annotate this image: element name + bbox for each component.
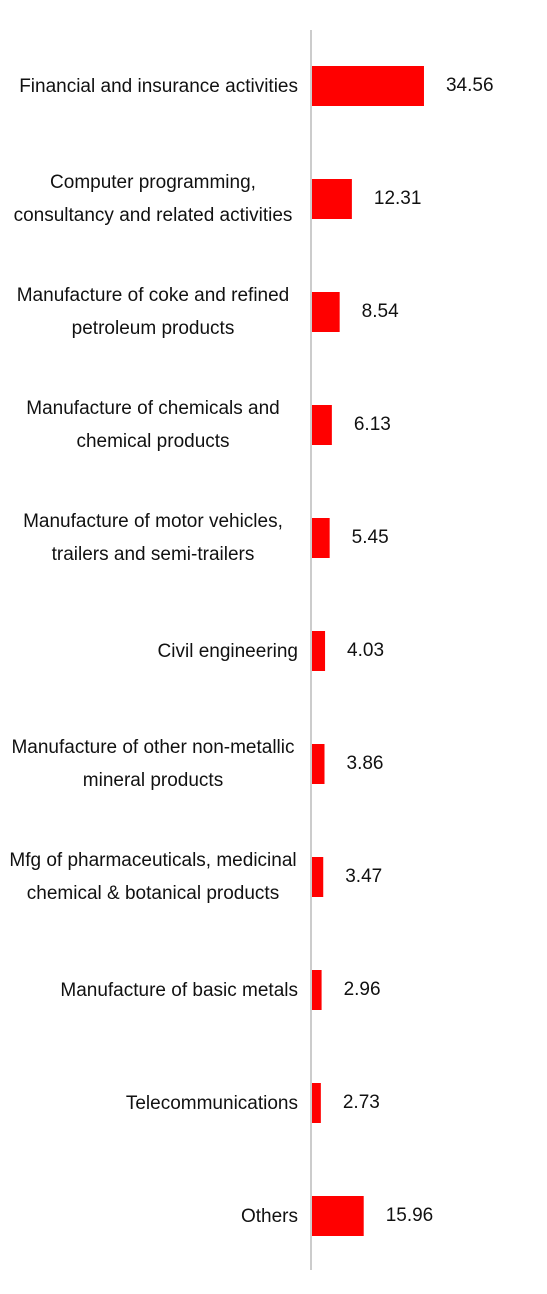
value-label: 4.03 [347,640,384,661]
value-label: 34.56 [446,75,494,96]
category-label: Telecommunications [125,1092,298,1114]
category-label: Manufacture of coke and refined petroleu… [16,285,290,339]
category-label-box: Manufacture of basic metals [8,934,298,1047]
bar [312,1196,364,1236]
value-label: 2.73 [343,1092,380,1113]
category-label: Manufacture of other non-metallic minera… [11,737,295,791]
bar [312,970,322,1010]
value-label: 8.54 [362,301,399,322]
category-label: Manufacture of motor vehicles, trailers … [23,511,283,565]
category-label: Civil engineering [157,640,298,662]
bar [312,857,324,897]
bar [312,292,340,332]
category-label-box: Others [8,1160,298,1273]
category-label-box: Telecommunications [8,1047,298,1160]
bar [312,744,325,784]
category-label: Computer programming, consultancy and re… [13,172,293,226]
category-label-box: Computer programming, consultancy and re… [8,143,298,256]
bar [312,631,326,671]
value-label: 6.13 [354,414,391,435]
bar [312,66,424,106]
category-label: Financial and insurance activities [19,75,298,97]
value-label: 3.47 [345,866,382,887]
category-label-box: Manufacture of coke and refined petroleu… [8,256,298,369]
value-label: 12.31 [374,188,422,209]
category-label-box: Mfg of pharmaceuticals, medicinal chemic… [8,821,298,934]
value-label: 2.96 [344,979,381,1000]
category-label-box: Financial and insurance activities [8,30,298,143]
category-label-box: Civil engineering [8,595,298,708]
value-label: 3.86 [347,753,384,774]
category-label: Manufacture of chemicals and chemical pr… [26,398,280,452]
category-label: Others [240,1205,298,1227]
category-label: Mfg of pharmaceuticals, medicinal chemic… [9,850,297,904]
category-label-box: Manufacture of chemicals and chemical pr… [8,369,298,482]
bar [312,1083,321,1123]
bar [312,179,352,219]
bar [312,405,332,445]
category-label-box: Manufacture of motor vehicles, trailers … [8,482,298,595]
bar [312,518,330,558]
value-label: 15.96 [386,1205,434,1226]
category-label-box: Manufacture of other non-metallic minera… [8,708,298,821]
category-label: Manufacture of basic metals [60,979,298,1001]
value-label: 5.45 [352,527,389,548]
